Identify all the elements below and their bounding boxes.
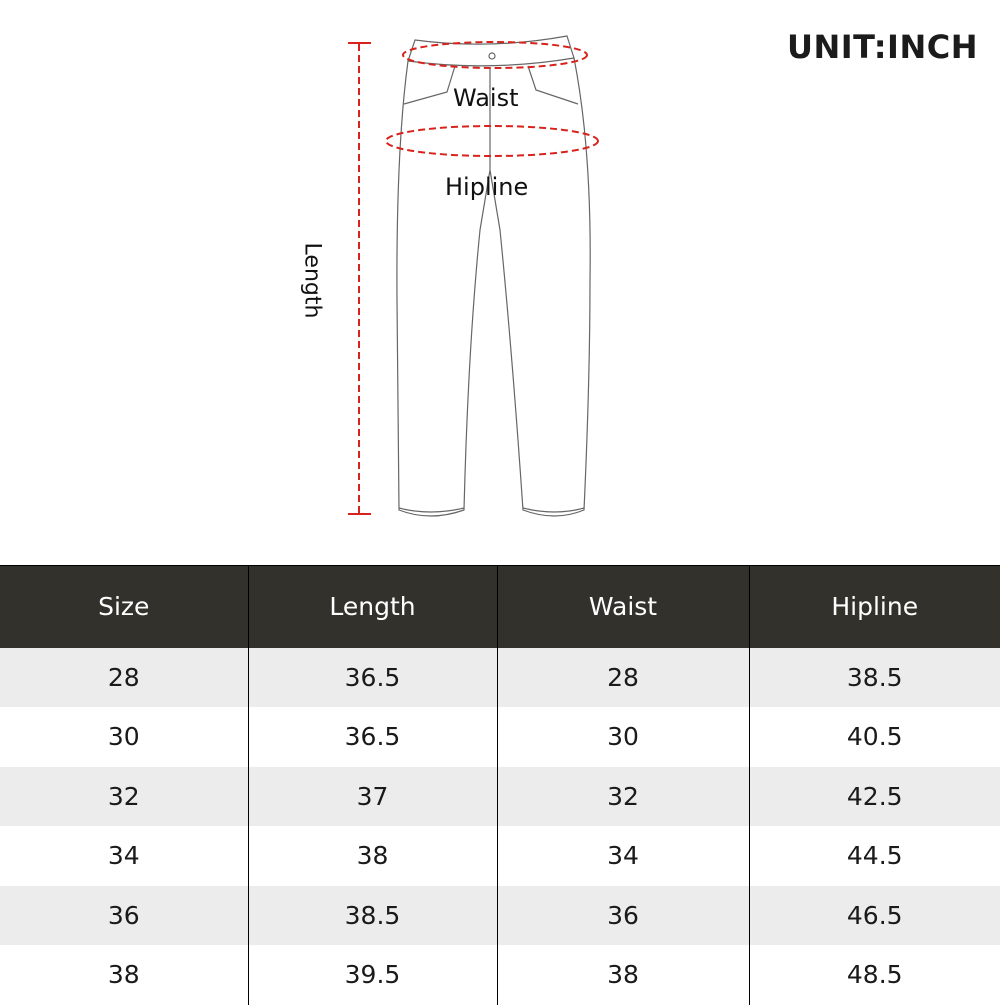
header-waist: Waist <box>496 565 749 648</box>
cell-waist: 34 <box>496 826 749 886</box>
cell-length: 37 <box>247 766 497 826</box>
waist-label: Waist <box>453 84 519 112</box>
cell-length: 38 <box>247 826 497 886</box>
cell-waist: 38 <box>496 945 749 1005</box>
hipline-label: Hipline <box>445 173 529 201</box>
cell-hipline: 48.5 <box>748 945 1000 1005</box>
cell-size: 32 <box>0 766 248 826</box>
cell-hipline: 40.5 <box>748 707 1000 767</box>
table-row: 32 37 32 42.5 <box>0 766 1000 826</box>
table-header-row: Size Length Waist Hipline <box>0 565 1000 648</box>
cell-waist: 36 <box>496 885 749 945</box>
cell-hipline: 42.5 <box>748 766 1000 826</box>
waist-measure <box>402 41 588 69</box>
cell-waist: 30 <box>496 707 749 767</box>
cell-waist: 32 <box>496 766 749 826</box>
cell-hipline: 46.5 <box>748 885 1000 945</box>
cell-size: 34 <box>107 841 140 871</box>
table-row: 34 38 34 44.5 <box>0 826 1000 886</box>
header-length: Length <box>247 565 497 648</box>
table-row: 38 39.5 38 48.5 <box>0 945 1000 1005</box>
cell-size: 30 <box>107 722 140 752</box>
header-hipline: Hipline <box>748 565 1000 648</box>
cell-size: 28 <box>0 647 248 707</box>
unit-label: UNIT:INCH <box>787 28 978 66</box>
length-label: Length <box>299 242 325 319</box>
cell-length: 39.5 <box>247 945 497 1005</box>
cell-hipline: 44.5 <box>748 826 1000 886</box>
cell-size: 36 <box>0 885 248 945</box>
header-size: Size <box>0 565 248 648</box>
hipline-measure <box>385 125 599 157</box>
cell-length: 36.5 <box>247 707 497 767</box>
measure-lines <box>358 41 599 513</box>
cell-hipline: 38.5 <box>748 647 1000 707</box>
table-row: 28 36.5 28 38.5 <box>0 647 1000 707</box>
table-row: 30 36.5 30 40.5 <box>0 707 1000 767</box>
size-table: Size Length Waist Hipline 28 36.5 28 38.5 30… <box>0 565 1000 1005</box>
cell-length: 38.5 <box>247 885 497 945</box>
table-row: 36 38.5 36 46.5 <box>0 885 1000 945</box>
cell-size: 38 <box>107 960 140 990</box>
pants-diagram <box>348 35 599 517</box>
cell-length: 36.5 <box>247 647 497 707</box>
pants-outline <box>396 35 591 517</box>
cell-waist: 28 <box>496 647 749 707</box>
